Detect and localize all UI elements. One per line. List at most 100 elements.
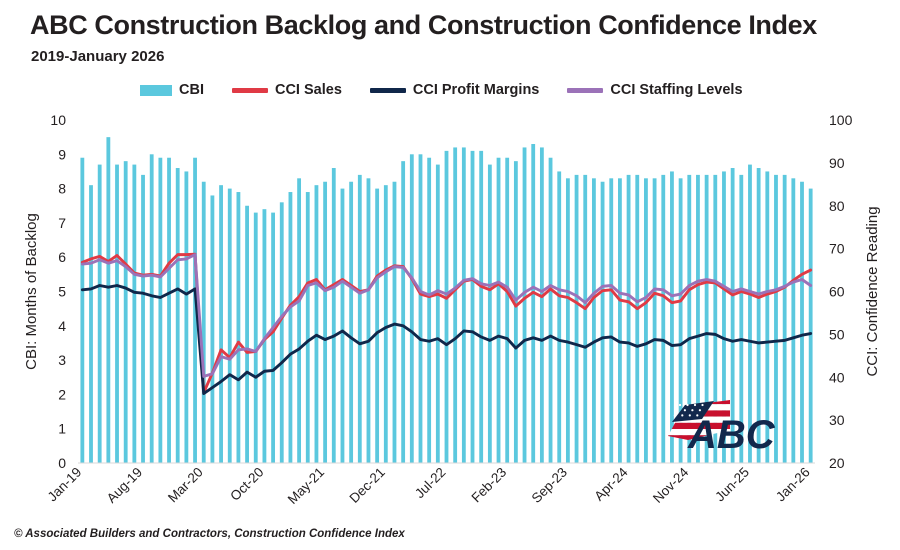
x-axis-tick-label: Jun-25 — [712, 465, 752, 505]
bar-cbi — [323, 181, 328, 464]
bar-cbi — [713, 174, 718, 463]
bar-cbi — [800, 181, 804, 464]
y-axis-right-title: CCI: Confidence Reading — [864, 206, 881, 376]
y-axis-left-tick: 4 — [58, 318, 66, 334]
bar-cbi — [583, 174, 588, 463]
x-axis-tick-label: Sep-23 — [529, 465, 570, 506]
x-axis: Jan-19 Aug-19 Mar-20 Oct-20 May-21 Dec-21 Jul-… — [45, 462, 815, 507]
bar-cbi — [97, 164, 102, 463]
flag-stripe — [668, 422, 730, 429]
bar-cbi — [132, 164, 137, 463]
bar-cbi — [418, 154, 423, 464]
bar-cbi — [661, 174, 666, 463]
y-axis-left-tick: 5 — [58, 284, 66, 300]
y-axis-left-tick: 6 — [58, 249, 66, 265]
bar-cbi — [600, 181, 605, 464]
bar-cbi — [193, 157, 197, 464]
flag-star — [678, 403, 682, 407]
bar-cbi — [331, 168, 336, 463]
bar-cbi — [678, 178, 683, 463]
bar-cbi — [652, 178, 657, 463]
bar-cbi — [227, 188, 232, 463]
bar-series-cbi — [80, 137, 813, 464]
bar-cbi — [756, 168, 761, 463]
bar-cbi — [158, 157, 163, 464]
chart-footnote: © Associated Builders and Contractors, C… — [14, 528, 405, 540]
y-axis-left-tick: 8 — [58, 181, 66, 197]
bar-cbi — [375, 188, 380, 463]
y-axis-left-tick: 1 — [58, 421, 66, 437]
bar-cbi — [149, 154, 154, 464]
bar-cbi — [219, 185, 223, 464]
line-series-group — [80, 252, 813, 395]
legend-item-cci-profit-margins[interactable]: CCI Profit Margins — [369, 83, 539, 98]
bar-cbi — [730, 168, 735, 463]
legend-item-cbi[interactable]: CBI — [140, 83, 204, 98]
bar-cbi — [184, 171, 189, 463]
bar-cbi — [808, 188, 813, 463]
bar-cbi — [522, 147, 527, 463]
flag-star — [691, 409, 694, 412]
y-axis-left-title: CBI: Months of Backlog — [23, 213, 40, 370]
bar-cbi — [670, 171, 674, 463]
flag-star — [696, 414, 699, 417]
flag-star — [676, 409, 679, 412]
legend-swatch-cci-sales-icon — [231, 87, 268, 93]
bar-cbi — [496, 157, 501, 464]
bar-cbi — [635, 174, 640, 463]
bar-cbi — [89, 185, 93, 464]
bar-cbi — [696, 174, 700, 463]
bar-cbi — [401, 161, 406, 463]
x-axis-tick-label: Aug-19 — [104, 465, 145, 506]
legend-swatch-cbi-icon — [140, 84, 172, 96]
bar-cbi — [340, 188, 345, 463]
bar-cbi — [435, 164, 440, 463]
bar-cbi — [591, 178, 596, 463]
flag-star — [693, 403, 697, 407]
bar-cbi — [470, 150, 475, 463]
y-axis-right-tick: 50 — [829, 326, 845, 342]
y-axis-right: 20 30 40 50 60 70 80 90 100 — [829, 112, 853, 471]
bar-cbi — [366, 178, 371, 463]
bar-cbi — [427, 157, 432, 464]
flag-canton — [672, 401, 714, 422]
bar-cbi — [305, 192, 310, 463]
flag-star — [688, 414, 691, 417]
bar-cbi — [253, 212, 258, 463]
bar-cbi — [461, 147, 466, 463]
bar-cbi — [531, 144, 536, 463]
bar-cbi — [557, 171, 562, 463]
bar-cbi — [314, 185, 319, 464]
bar-cbi — [618, 178, 622, 463]
bar-cbi — [271, 212, 275, 463]
legend-item-cci-staffing-levels[interactable]: CCI Staffing Levels — [567, 83, 743, 98]
y-axis-right-tick: 40 — [829, 369, 845, 385]
y-axis-right-tick: 60 — [829, 284, 845, 300]
bar-cbi — [748, 164, 752, 463]
bar-cbi — [565, 178, 570, 463]
y-axis-right-tick: 100 — [829, 112, 853, 128]
legend-swatch-cci-staffing-levels-icon — [567, 87, 604, 93]
bar-cbi — [444, 150, 449, 463]
x-axis-tick-label: Jul-22 — [412, 465, 449, 502]
x-axis-tick-label: Apr-24 — [591, 464, 631, 504]
abc-logo: ABC — [668, 400, 776, 457]
flag-stripe — [668, 429, 730, 436]
bar-cbi — [548, 157, 553, 464]
bar-cbi — [236, 192, 241, 463]
x-axis-tick-label: Oct-20 — [227, 465, 266, 504]
legend-item-cci-sales[interactable]: CCI Sales — [231, 83, 342, 98]
y-axis-left-tick: 7 — [58, 215, 66, 231]
flag-star — [701, 403, 704, 407]
y-axis-right-tick: 90 — [829, 155, 845, 171]
bar-cbi — [349, 181, 354, 464]
legend-label-cbi: CBI — [179, 81, 204, 98]
bar-cbi — [210, 195, 215, 463]
bar-cbi — [774, 174, 778, 463]
flag-star — [686, 403, 689, 407]
bar-cbi — [574, 174, 579, 463]
bar-cbi — [106, 137, 111, 463]
abc-logo-text: ABC — [687, 413, 776, 457]
flag-star — [683, 409, 687, 412]
